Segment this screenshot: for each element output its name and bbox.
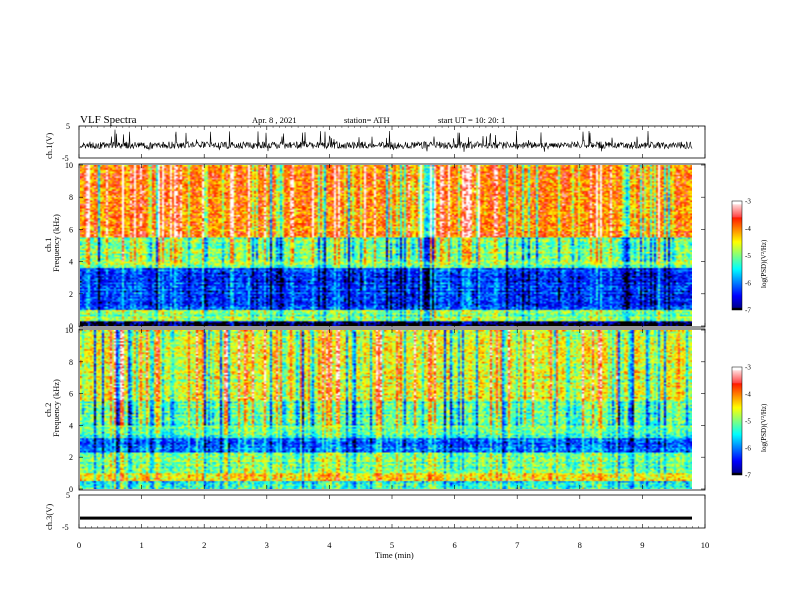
station-label: station= ATH bbox=[344, 115, 390, 125]
ch2-spec-ytick-4: 4 bbox=[69, 421, 73, 430]
colorbar-ch1-tick--7: -7 bbox=[745, 307, 751, 315]
ch1-waveform-panel: 5 -5 ch.1(V) bbox=[44, 122, 706, 163]
ch2-spectrogram-panel: 0 2 4 6 8 10 ch.2 Frequency (kHz) bbox=[43, 326, 706, 494]
colorbar-ch1-tick--3: -3 bbox=[745, 198, 751, 206]
colorbar-ch1-gradient bbox=[731, 200, 743, 311]
ch2-spec-ytick-2: 2 bbox=[69, 453, 73, 462]
time-tick-6: 6 bbox=[452, 540, 456, 550]
ch2-spec-channel-label: ch.2 bbox=[43, 403, 53, 417]
ch3-ylabel: ch.3(V) bbox=[44, 504, 54, 530]
ch1-spec-ytick-2: 2 bbox=[69, 290, 73, 299]
time-tick-10: 10 bbox=[701, 540, 710, 550]
time-axis-label: Time (min) bbox=[375, 550, 414, 560]
time-tick-7: 7 bbox=[515, 540, 519, 550]
ch1-ylabel: ch.1(V) bbox=[44, 133, 54, 159]
ch2-spec-ytick-6: 6 bbox=[69, 390, 73, 399]
time-tick-2: 2 bbox=[202, 540, 206, 550]
time-tick-3: 3 bbox=[265, 540, 269, 550]
ch2-spec-ytick-8: 8 bbox=[69, 358, 73, 367]
colorbar-ch1-tick--6: -6 bbox=[745, 279, 751, 287]
figure-title: VLF Spectra bbox=[80, 114, 137, 126]
colorbar-ch1: -3 -4 -5 -6 -7 log(PSD)(V²/Hz) bbox=[731, 198, 768, 315]
ch1-spec-ytick-10: 10 bbox=[65, 161, 73, 170]
ch1-spec-ytick-6: 6 bbox=[69, 225, 73, 234]
time-tick-5: 5 bbox=[390, 540, 394, 550]
ch2-spec-ylabel: Frequency (kHz) bbox=[51, 379, 61, 437]
ch1-spec-channel-label: ch.1 bbox=[43, 238, 53, 252]
ch1-spectrogram-image bbox=[80, 165, 692, 326]
ch3-trace bbox=[80, 516, 692, 520]
time-tick-1: 1 bbox=[139, 540, 143, 550]
ch1-spec-ytick-4: 4 bbox=[69, 258, 73, 267]
colorbar-ch2-gradient bbox=[731, 366, 743, 476]
ch1-ytick-bottom: -5 bbox=[62, 154, 69, 163]
start-time-label: start UT = 10: 20: 1 bbox=[438, 115, 505, 125]
colorbar-ch2-tick--6: -6 bbox=[745, 445, 751, 453]
colorbar-ch1-label: log(PSD)(V²/Hz) bbox=[760, 239, 768, 288]
colorbar-ch2-tick--7: -7 bbox=[745, 472, 751, 480]
ch3-ytick-bottom: -5 bbox=[62, 523, 69, 532]
time-tick-4: 4 bbox=[327, 540, 332, 550]
ch1-spec-ytick-0: 0 bbox=[69, 322, 73, 331]
colorbar-ch1-tick--4: -4 bbox=[745, 225, 751, 233]
ch2-spectrogram-image bbox=[80, 330, 692, 489]
date-label: Apr. 8 , 2021 bbox=[252, 115, 297, 125]
colorbar-ch2-tick--5: -5 bbox=[745, 418, 751, 426]
colorbar-ch1-gradient-image bbox=[732, 201, 742, 310]
ch3-ytick-top: 5 bbox=[66, 491, 70, 500]
colorbar-ch2: -3 -4 -5 -6 -7 log(PSD)(V²/Hz) bbox=[731, 364, 768, 480]
colorbar-ch2-gradient-image bbox=[732, 367, 742, 475]
ch2-spec-ytick-10: 10 bbox=[65, 326, 73, 335]
ch3-waveform-panel: 5 -5 ch.3(V) bbox=[44, 491, 706, 532]
ch1-spec-ytick-8: 8 bbox=[69, 193, 73, 202]
time-tick-8: 8 bbox=[578, 540, 582, 550]
colorbar-ch2-tick--3: -3 bbox=[745, 364, 751, 372]
ch1-spectrogram-panel: 0 2 4 6 8 10 ch.1 Frequency (kHz) bbox=[43, 161, 706, 331]
ch1-spec-ylabel: Frequency (kHz) bbox=[51, 214, 61, 272]
time-tick-0: 0 bbox=[77, 540, 81, 550]
colorbar-ch1-tick--5: -5 bbox=[745, 252, 751, 260]
colorbar-ch2-tick--4: -4 bbox=[745, 391, 751, 399]
ch2-spec-ytick-0: 0 bbox=[69, 485, 73, 494]
ch1-trace bbox=[79, 129, 693, 152]
time-tick-9: 9 bbox=[640, 540, 644, 550]
colorbar-ch2-label: log(PSD)(V²/Hz) bbox=[760, 403, 768, 452]
time-axis: 0 1 2 3 4 5 6 7 8 9 10 bbox=[77, 126, 709, 550]
ch1-ytick-top: 5 bbox=[66, 122, 70, 131]
